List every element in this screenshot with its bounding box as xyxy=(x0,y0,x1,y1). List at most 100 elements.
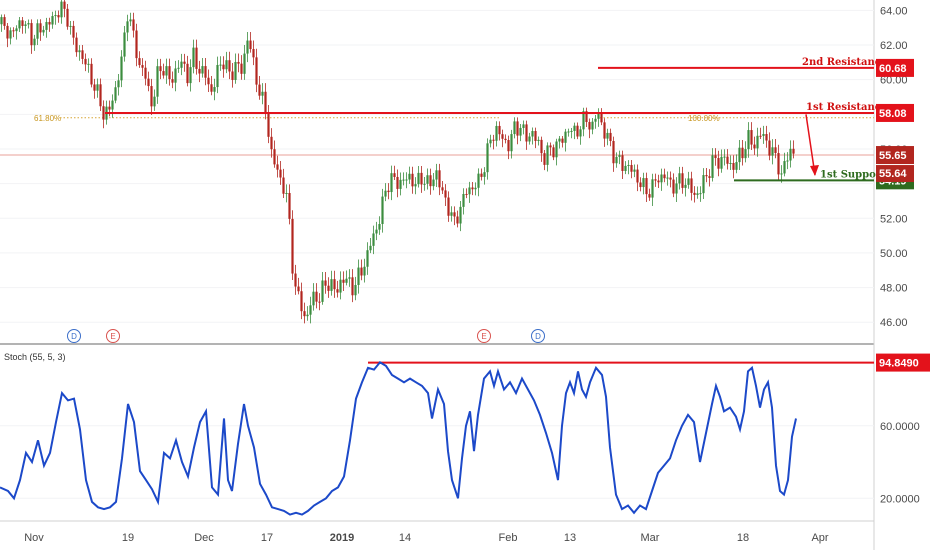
candle-body xyxy=(246,40,249,54)
candle-body xyxy=(444,190,447,198)
candle-body xyxy=(81,50,84,59)
support-resistance-levels[interactable]: 2nd Resistance 1st Resistance 1st Support xyxy=(105,57,887,182)
event-marker-letter: D xyxy=(71,332,77,341)
candle-body xyxy=(87,63,90,65)
time-tick-label: 18 xyxy=(737,532,749,544)
candle-body xyxy=(426,175,429,184)
candle-body xyxy=(606,132,609,139)
current-price-badge xyxy=(876,146,914,165)
oscillator-gridlines xyxy=(0,425,874,499)
candle-body xyxy=(228,60,231,72)
candle-body xyxy=(501,134,504,139)
candle-body xyxy=(648,194,651,198)
candle-body xyxy=(570,130,573,132)
bid-price-badge-text: 55.64 xyxy=(879,168,907,180)
candle-body xyxy=(363,266,366,276)
candle-body xyxy=(471,187,474,190)
candle-body xyxy=(441,187,444,191)
candle-body xyxy=(303,311,306,317)
time-tick-label: 2019 xyxy=(330,532,354,544)
candle-body xyxy=(159,66,162,72)
candle-body xyxy=(597,112,600,119)
candle-body xyxy=(33,38,36,46)
candle-body xyxy=(693,192,696,195)
candle-body xyxy=(645,178,648,195)
candle-body xyxy=(732,163,735,170)
candle-body xyxy=(420,172,423,185)
candle-body xyxy=(750,130,753,145)
candle-body xyxy=(594,118,597,122)
candle-body xyxy=(315,291,318,302)
candle-body xyxy=(42,29,45,33)
candle-body xyxy=(252,49,255,58)
candle-body xyxy=(63,1,66,9)
candle-body xyxy=(621,155,624,171)
candle-body xyxy=(453,212,456,217)
candle-body xyxy=(579,129,582,137)
candle-body xyxy=(402,179,405,181)
candle-body xyxy=(633,169,636,172)
candle-body xyxy=(102,106,105,120)
candle-body xyxy=(636,169,639,183)
candle-body xyxy=(261,91,264,96)
candle-body xyxy=(783,161,786,174)
candle-body xyxy=(189,67,192,84)
candle-body xyxy=(723,156,726,158)
candle-body xyxy=(696,193,699,195)
candle-body xyxy=(630,164,633,172)
candle-body xyxy=(735,162,738,170)
candle-body xyxy=(123,32,126,57)
arrow-shaft xyxy=(805,114,816,176)
oscillator-axis[interactable]: 60.0000 20.0000 xyxy=(880,421,920,506)
candle-body xyxy=(180,61,183,68)
candle-body xyxy=(267,113,270,137)
candle-body xyxy=(666,177,669,179)
oscillator-tick-label: 20.0000 xyxy=(880,493,920,505)
time-axis[interactable]: Nov 19 Dec 17 2019 14 Feb 13 Mar 18 Apr xyxy=(24,532,829,544)
candle-body xyxy=(768,140,771,156)
time-tick-label: Feb xyxy=(499,532,518,544)
candle-body xyxy=(738,147,741,163)
candle-body xyxy=(462,193,465,207)
oscillator-pane[interactable] xyxy=(0,345,874,521)
candle-body xyxy=(408,173,411,180)
candle-body xyxy=(618,155,621,157)
oscillator-level-badge: 94.8490 xyxy=(876,353,930,372)
candle-body xyxy=(756,135,759,149)
candle-body xyxy=(132,19,135,31)
candle-body xyxy=(90,63,93,85)
candle-body xyxy=(183,61,186,64)
candle-body xyxy=(774,147,777,153)
candle-body xyxy=(297,286,300,292)
candle-body xyxy=(276,164,279,170)
candle-body xyxy=(519,127,522,136)
candle-body xyxy=(321,280,324,302)
candle-body xyxy=(306,314,309,317)
event-marker-letter: E xyxy=(481,332,486,341)
candle-body xyxy=(747,130,750,150)
candle-body xyxy=(162,71,165,76)
candle-body xyxy=(24,24,27,26)
candle-body xyxy=(288,192,291,219)
candle-body xyxy=(231,71,234,80)
candle-body xyxy=(27,23,30,25)
candle-body xyxy=(75,37,78,53)
resistance-badge xyxy=(876,103,914,122)
resistance-badge xyxy=(876,58,914,77)
arrow-head xyxy=(810,164,819,176)
candle-body xyxy=(414,184,417,187)
candle-body xyxy=(576,125,579,137)
candle-body xyxy=(18,20,21,29)
candle-body xyxy=(144,67,147,79)
candle-body xyxy=(30,23,33,46)
candle-body xyxy=(627,164,630,166)
candle-body xyxy=(54,15,57,17)
bid-price-badge xyxy=(876,165,914,183)
candle-body xyxy=(591,121,594,130)
candle-body xyxy=(195,47,198,69)
price-tick-label: 60.00 xyxy=(880,75,908,87)
candle-body xyxy=(564,131,567,143)
time-tick-label: Mar xyxy=(641,532,660,544)
